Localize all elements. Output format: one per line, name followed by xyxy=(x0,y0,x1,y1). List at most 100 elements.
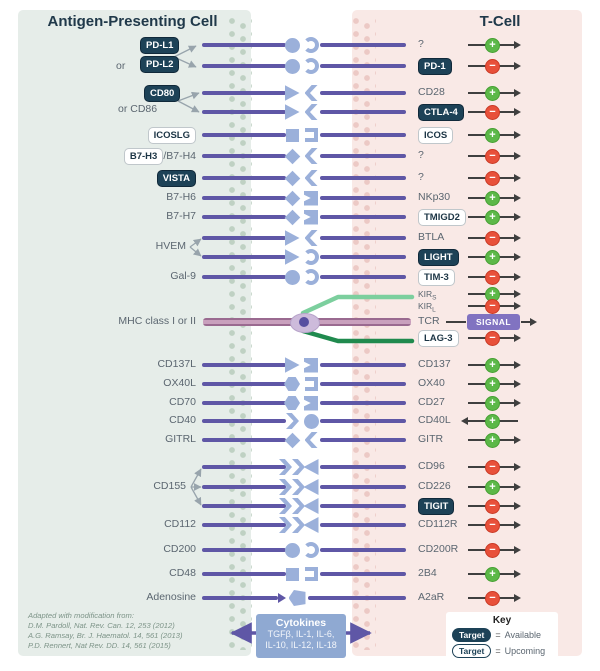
receptor-line-light xyxy=(320,255,406,259)
sign-plus-tmigd2: + xyxy=(485,210,500,225)
chevron-shape xyxy=(304,432,318,448)
ligand-label-tmigd2: B7-H7 xyxy=(166,210,196,222)
receptor-shape-b7h3 xyxy=(302,147,320,165)
chevron-shape xyxy=(304,104,318,120)
receptor-label-nkp30: NKp30 xyxy=(418,191,451,203)
tcell-panel xyxy=(352,10,582,656)
receptor-label-2b4: 2B4 xyxy=(418,567,437,579)
cup-shape xyxy=(303,249,319,265)
sign-plus-cd40l: + xyxy=(485,414,500,429)
fork-label-hvem: HVEM xyxy=(155,240,186,252)
key-row-available: Target = Available xyxy=(452,628,552,642)
cytokines-list: TGFβ, IL-1, IL-6, IL-10, IL-12, IL-18 xyxy=(256,629,346,651)
triangle-shape xyxy=(284,230,300,246)
cup-shape xyxy=(303,269,319,285)
citation-line: A.G. Ramsay, Br. J. Haematol. 14, 561 (2… xyxy=(28,631,183,640)
receptor-shape-gitr xyxy=(302,431,320,449)
sign-arrowhead-gitr xyxy=(514,436,521,444)
sign-arrowhead-b7h3 xyxy=(514,152,521,160)
receptor-label-light: LIGHT xyxy=(418,249,459,266)
triangle-shape xyxy=(284,357,300,373)
apc-membrane xyxy=(226,16,252,650)
receptor-shape-2b4 xyxy=(302,565,320,583)
ligand-shape-2b4 xyxy=(283,565,301,583)
ligand-label-nkp30: B7-H6 xyxy=(166,191,196,203)
receptor-label-btla: BTLA xyxy=(418,231,445,243)
sign-arrowhead-cd137 xyxy=(514,361,521,369)
ligand-label-cd27: CD70 xyxy=(169,396,196,408)
adenosine-shape xyxy=(288,589,306,607)
sign-arrowhead-tigit xyxy=(514,502,521,510)
diamond-shape xyxy=(284,170,300,186)
ligand-label-2b4: CD48 xyxy=(169,567,196,579)
ligand-shape-cd40l xyxy=(283,412,301,430)
ligand-line-cd28 xyxy=(202,91,286,95)
sign-arrowhead-cd112r xyxy=(514,521,521,529)
sign-arrowhead-a2ar xyxy=(514,594,521,602)
receptor-label-b7h3: ? xyxy=(418,149,424,161)
receptor-shape-pdl1 xyxy=(302,36,320,54)
sign-minus-lag3: − xyxy=(485,331,500,346)
receptor-label-sub-kirl: L xyxy=(432,306,436,314)
triangle-shape xyxy=(284,104,300,120)
receptor-label-ox40: OX40 xyxy=(418,377,445,389)
ligand-shape-vista xyxy=(283,169,301,187)
receptor-shape-icos xyxy=(302,126,320,144)
receptor-label-ctla4: CTLA-4 xyxy=(418,104,464,121)
ligand-line-cd40l xyxy=(202,419,286,423)
ligand-label-cd200r: CD200 xyxy=(163,543,196,555)
ligand-label-cd137: CD137L xyxy=(157,358,196,370)
fork-label-cd155: CD155 xyxy=(153,480,186,492)
receptor-line-cd27 xyxy=(320,401,406,405)
sign-arrowhead-cd200r xyxy=(514,546,521,554)
hexagon-shape xyxy=(284,396,300,410)
receptor-shape-cd226 xyxy=(302,478,320,496)
citation-line: Adapted with modification from: xyxy=(28,611,134,620)
receptor-label-tigit: TIGIT xyxy=(418,498,455,515)
sign-arrowhead-tim3 xyxy=(514,273,521,281)
receptor-line-a2ar xyxy=(308,596,406,600)
ligand-shape-tmigd2 xyxy=(283,208,301,226)
receptor-label-vista: ? xyxy=(418,171,424,183)
receptor-shape-tmigd2 xyxy=(302,208,320,226)
sign-arrowhead-cd27 xyxy=(514,399,521,407)
receptor-line-cd96 xyxy=(320,465,406,469)
receptor-shape-ctla4 xyxy=(302,103,320,121)
circle-shape xyxy=(284,58,300,74)
ligand-badge-icos: ICOSLG xyxy=(147,127,196,144)
receptor-line-2b4 xyxy=(320,572,406,576)
signal-arrowhead-tcr xyxy=(530,318,537,326)
adenosine-arrowhead xyxy=(278,593,286,603)
tcr-core xyxy=(299,317,309,327)
receptor-badge-tigit: TIGIT xyxy=(418,498,455,515)
sign-minus-ctla4: − xyxy=(485,105,500,120)
receptor-line-btla xyxy=(320,236,406,240)
receptor-label-pdl1: ? xyxy=(418,38,424,50)
sign-plus-cd27: + xyxy=(485,396,500,411)
cd80-badge-wrap: CD80 xyxy=(144,85,181,102)
receptor-shape-cd28 xyxy=(302,84,320,102)
ligand-line-tmigd2 xyxy=(202,215,286,219)
receptor-shape-cd200r xyxy=(302,541,320,559)
sign-plus-2b4: + xyxy=(485,567,500,582)
ligand-line-btla xyxy=(202,236,286,240)
ligand-line-light xyxy=(202,255,286,259)
sign-minus-a2ar: − xyxy=(485,591,500,606)
ligand-shape-light xyxy=(283,248,301,266)
signal-badge-wrap: SIGNAL xyxy=(467,314,521,330)
ligand-line-icos xyxy=(202,133,286,137)
ligand-shape-icos xyxy=(283,126,301,144)
ligand-line-cd137 xyxy=(202,363,286,367)
ligand-line-b7h3 xyxy=(202,154,286,158)
pd-pair-badge-1: PD-L1 xyxy=(140,37,180,54)
receptor-line-ox40 xyxy=(320,382,406,386)
sign-minus-tim3: − xyxy=(485,270,500,285)
notch-shape xyxy=(304,357,318,373)
triangle-shape xyxy=(284,85,300,101)
receptor-label-cd28: CD28 xyxy=(418,86,445,98)
pd-pair-badge-2: PD-L2 xyxy=(140,56,180,73)
bracket-shape xyxy=(304,128,318,142)
sign-plus-icos: + xyxy=(485,128,500,143)
sign-arrowhead-icos xyxy=(514,131,521,139)
